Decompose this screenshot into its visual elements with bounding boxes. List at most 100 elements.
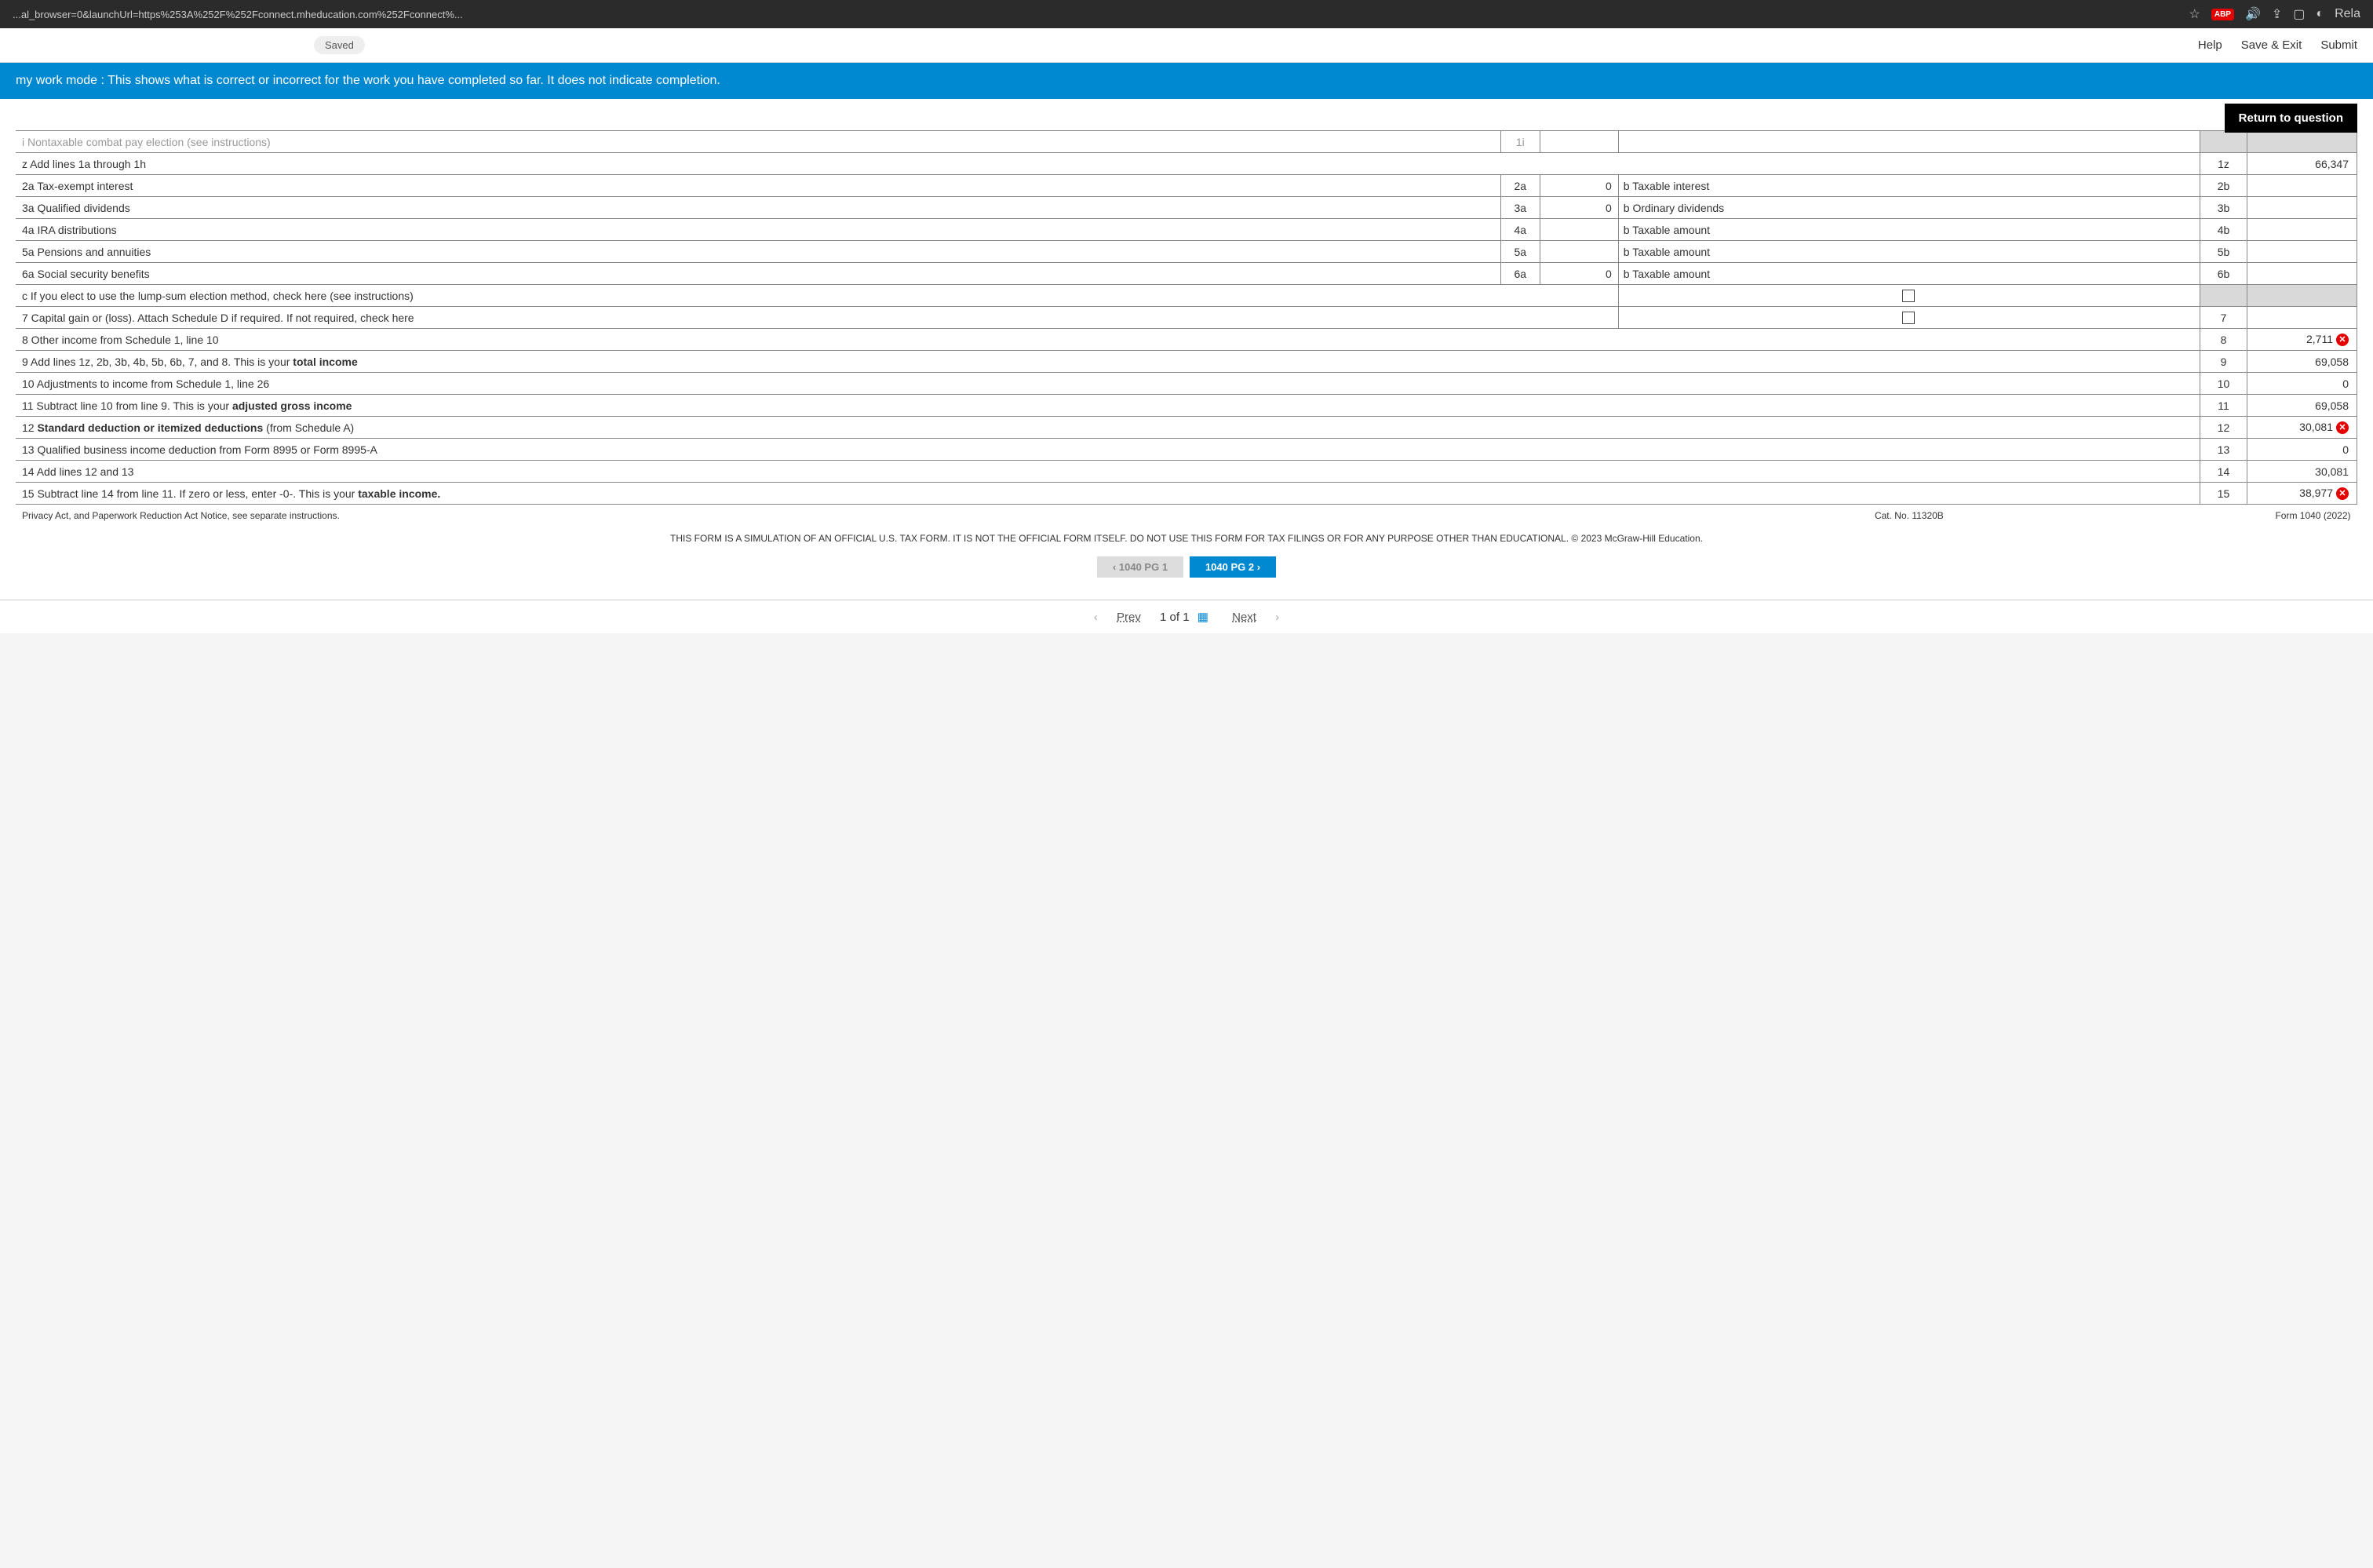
table-row: 12 Standard deduction or itemized deduct…: [16, 417, 2357, 439]
table-row: 6a Social security benefits 6a 0 b Taxab…: [16, 263, 2357, 285]
next-link[interactable]: Next: [1232, 611, 1256, 624]
cell-4a-num: 4a: [1500, 219, 1540, 241]
row-7-label: 7 Capital gain or (loss). Attach Schedul…: [16, 307, 1618, 329]
cell-6a-num: 6a: [1500, 263, 1540, 285]
cell-6a-val[interactable]: 0: [1540, 263, 1618, 285]
cell-13-val[interactable]: 0: [2247, 439, 2357, 461]
privacy-notice: Privacy Act, and Paperwork Reduction Act…: [16, 505, 1618, 527]
cell-3b-val[interactable]: [2247, 197, 2357, 219]
cell-9-val[interactable]: 69,058: [2247, 351, 2357, 373]
cell-14-val[interactable]: 30,081: [2247, 461, 2357, 483]
row-13-label: 13 Qualified business income deduction f…: [16, 439, 2200, 461]
cell-2a-val[interactable]: 0: [1540, 175, 1618, 197]
table-row: 13 Qualified business income deduction f…: [16, 439, 2357, 461]
checkbox-7[interactable]: [1902, 312, 1915, 324]
table-row: z Add lines 1a through 1h 1z 66,347: [16, 153, 2357, 175]
relaunch-label[interactable]: Rela: [2335, 7, 2360, 21]
url-text: ...al_browser=0&launchUrl=https%253A%252…: [13, 9, 2189, 20]
table-row: 5a Pensions and annuities 5a b Taxable a…: [16, 241, 2357, 263]
table-row: 7 Capital gain or (loss). Attach Schedul…: [16, 307, 2357, 329]
cell-5b-num: 5b: [2200, 241, 2247, 263]
window-icon[interactable]: ▢: [2293, 6, 2305, 22]
cell-12-num: 12: [2200, 417, 2247, 439]
chevron-right-icon[interactable]: ›: [1275, 611, 1279, 624]
row-3a-label: 3a Qualified dividends: [16, 197, 1500, 219]
cell-15-val[interactable]: 38,977✕: [2247, 483, 2357, 505]
row-9-label: 9 Add lines 1z, 2b, 3b, 4b, 5b, 6b, 7, a…: [16, 351, 2200, 373]
profile-icon[interactable]: ◐: [2316, 7, 2324, 21]
tab-1040-pg1[interactable]: ‹ 1040 PG 1: [1097, 556, 1183, 578]
form-no: Form 1040 (2022): [2200, 505, 2357, 527]
row-4a-label: 4a IRA distributions: [16, 219, 1500, 241]
cell-13-num: 13: [2200, 439, 2247, 461]
cell-1i-num: 1i: [1500, 131, 1540, 153]
cell-2b-num: 2b: [2200, 175, 2247, 197]
cell-7-val[interactable]: [2247, 307, 2357, 329]
tab-1040-pg2[interactable]: 1040 PG 2 ›: [1190, 556, 1276, 578]
row-11-label: 11 Subtract line 10 from line 9. This is…: [16, 395, 2200, 417]
cell-4b-val[interactable]: [2247, 219, 2357, 241]
save-exit-link[interactable]: Save & Exit: [2241, 38, 2302, 52]
wrong-icon: ✕: [2336, 487, 2349, 500]
row-8-label: 8 Other income from Schedule 1, line 10: [16, 329, 2200, 351]
cell-12-val[interactable]: 30,081✕: [2247, 417, 2357, 439]
row-2a-label: 2a Tax-exempt interest: [16, 175, 1500, 197]
cell-11-val[interactable]: 69,058: [2247, 395, 2357, 417]
cell-5a-val[interactable]: [1540, 241, 1618, 263]
row-6a-label: 6a Social security benefits: [16, 263, 1500, 285]
row-5a-label: 5a Pensions and annuities: [16, 241, 1500, 263]
cell-8-val[interactable]: 2,711✕: [2247, 329, 2357, 351]
page-tabs: ‹ 1040 PG 1 1040 PG 2 ›: [16, 550, 2357, 584]
desc-5b: b Taxable amount: [1618, 241, 2200, 263]
cell-6b-num: 6b: [2200, 263, 2247, 285]
wrong-icon: ✕: [2336, 334, 2349, 346]
cell-4a-val[interactable]: [1540, 219, 1618, 241]
grid-icon[interactable]: ▦: [1197, 611, 1208, 624]
star-icon[interactable]: ☆: [2189, 6, 2200, 22]
cell-5a-num: 5a: [1500, 241, 1540, 263]
submit-link[interactable]: Submit: [2320, 38, 2357, 52]
cell-9-num: 9: [2200, 351, 2247, 373]
cell-1i-val[interactable]: [1540, 131, 1618, 153]
cell-8-num: 8: [2200, 329, 2247, 351]
mode-banner: my work mode : This shows what is correc…: [0, 63, 2373, 99]
table-row: 4a IRA distributions 4a b Taxable amount…: [16, 219, 2357, 241]
row-z-label: z Add lines 1a through 1h: [16, 153, 2200, 175]
browser-address-bar: ...al_browser=0&launchUrl=https%253A%252…: [0, 0, 2373, 28]
chevron-left-icon[interactable]: ‹: [1094, 611, 1098, 624]
sound-icon[interactable]: 🔊: [2245, 6, 2261, 22]
prev-link[interactable]: Prev: [1117, 611, 1141, 624]
cell-14-num: 14: [2200, 461, 2247, 483]
desc-3b: b Ordinary dividends: [1618, 197, 2200, 219]
cell-2a-num: 2a: [1500, 175, 1540, 197]
checkbox-6c[interactable]: [1902, 290, 1915, 302]
cell-15-num: 15: [2200, 483, 2247, 505]
desc-4b: b Taxable amount: [1618, 219, 2200, 241]
disclaimer-text: THIS FORM IS A SIMULATION OF AN OFFICIAL…: [16, 527, 2357, 550]
table-row: 3a Qualified dividends 3a 0 b Ordinary d…: [16, 197, 2357, 219]
cat-no: Cat. No. 11320B: [1618, 505, 2200, 527]
extension-icon[interactable]: ⇪: [2272, 6, 2282, 22]
row-15-label: 15 Subtract line 14 from line 11. If zer…: [16, 483, 2200, 505]
cell-10-val[interactable]: 0: [2247, 373, 2357, 395]
help-link[interactable]: Help: [2198, 38, 2222, 52]
row-10-label: 10 Adjustments to income from Schedule 1…: [16, 373, 2200, 395]
tax-form-table: i Nontaxable combat pay election (see in…: [16, 130, 2357, 527]
top-actions: Help Save & Exit Submit: [2198, 38, 2357, 52]
cell-6b-val[interactable]: [2247, 263, 2357, 285]
page-count: 1 of 1: [1160, 611, 1190, 624]
row-6c-label: c If you elect to use the lump-sum elect…: [16, 285, 1618, 307]
cell-5b-val[interactable]: [2247, 241, 2357, 263]
cell-1z-val[interactable]: 66,347: [2247, 153, 2357, 175]
row-i-label: i Nontaxable combat pay election (see in…: [16, 131, 1500, 153]
cell-1z-num: 1z: [2200, 153, 2247, 175]
table-row: c If you elect to use the lump-sum elect…: [16, 285, 2357, 307]
table-row: Privacy Act, and Paperwork Reduction Act…: [16, 505, 2357, 527]
table-row: 14 Add lines 12 and 13 14 30,081: [16, 461, 2357, 483]
cell-3a-val[interactable]: 0: [1540, 197, 1618, 219]
table-row: 8 Other income from Schedule 1, line 10 …: [16, 329, 2357, 351]
table-row: 11 Subtract line 10 from line 9. This is…: [16, 395, 2357, 417]
abp-icon[interactable]: ABP: [2211, 9, 2234, 20]
cell-2b-val[interactable]: [2247, 175, 2357, 197]
return-to-question-button[interactable]: Return to question: [2225, 104, 2357, 133]
